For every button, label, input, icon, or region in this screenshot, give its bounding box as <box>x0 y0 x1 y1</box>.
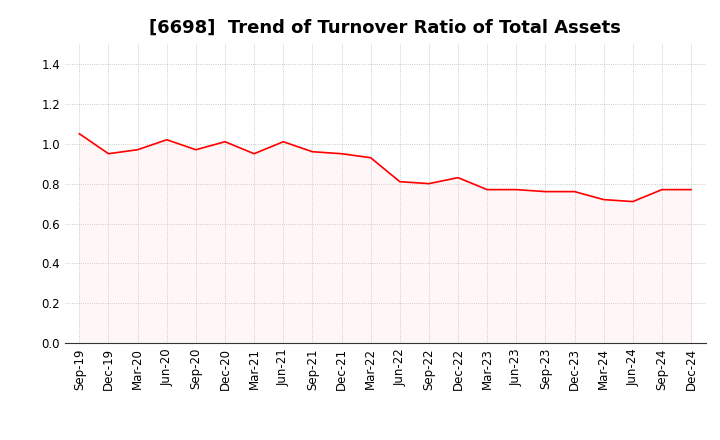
Title: [6698]  Trend of Turnover Ratio of Total Assets: [6698] Trend of Turnover Ratio of Total … <box>149 19 621 37</box>
